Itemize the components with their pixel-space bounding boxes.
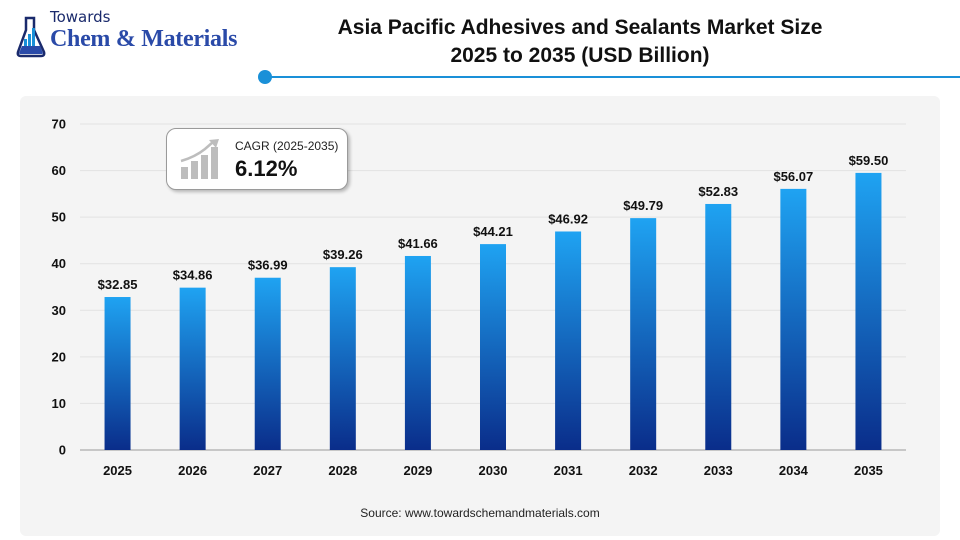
x-tick-label-2030: 2030 <box>479 463 508 478</box>
y-tick-label: 20 <box>52 349 66 364</box>
x-tick-label-2035: 2035 <box>854 463 883 478</box>
bar-2029 <box>404 255 431 450</box>
y-tick-label: 10 <box>52 396 66 411</box>
bar-2030 <box>480 244 506 450</box>
y-tick-label: 50 <box>52 210 66 225</box>
x-tick-label-2028: 2028 <box>328 463 357 478</box>
x-tick-label-2029: 2029 <box>403 463 432 478</box>
title-accent-rule <box>270 76 960 78</box>
x-tick-label-2034: 2034 <box>779 463 809 478</box>
y-tick-label: 40 <box>52 256 66 271</box>
bar-2027 <box>254 277 281 450</box>
data-label-2032: $49.79 <box>623 198 663 213</box>
bar-2025 <box>104 297 131 450</box>
x-tick-label-2031: 2031 <box>554 463 583 478</box>
data-label-2029: $41.66 <box>398 236 438 251</box>
growth-chart-icon <box>180 139 219 179</box>
y-tick-label: 30 <box>52 303 66 318</box>
y-tick-label: 70 <box>52 117 66 132</box>
data-label-2027: $36.99 <box>248 258 288 273</box>
flask-icon <box>16 16 46 58</box>
bar-2028 <box>329 267 356 450</box>
bar-layer <box>104 172 882 450</box>
data-label-2034: $56.07 <box>773 169 813 184</box>
cagr-callout: CAGR (2025-2035) 6.12% <box>166 128 348 190</box>
data-label-2033: $52.83 <box>698 184 738 199</box>
data-label-2026: $34.86 <box>173 268 213 283</box>
source-note: Source: www.towardschemandmaterials.com <box>360 506 600 520</box>
bar-2026 <box>179 287 206 450</box>
x-tick-label-2027: 2027 <box>253 463 282 478</box>
data-label-2031: $46.92 <box>548 211 588 226</box>
data-label-2030: $44.21 <box>473 224 513 239</box>
x-tick-label-2033: 2033 <box>704 463 733 478</box>
x-tick-label-2025: 2025 <box>103 463 132 478</box>
bar-2033 <box>705 203 732 450</box>
title-accent-dot <box>258 70 272 84</box>
y-tick-label: 60 <box>52 163 66 178</box>
cagr-label: CAGR (2025-2035) <box>235 139 339 153</box>
cagr-value: 6.12% <box>235 156 298 181</box>
label-layer: 010203040506070$32.852025$34.862026$36.9… <box>52 117 889 479</box>
bar-2034 <box>780 188 807 450</box>
x-tick-label-2032: 2032 <box>629 463 658 478</box>
data-label-2028: $39.26 <box>323 247 363 262</box>
logo: Towards Chem & Materials <box>14 6 254 66</box>
chart-title-line1: Asia Pacific Adhesives and Sealants Mark… <box>337 16 823 39</box>
data-label-2035: $59.50 <box>849 153 889 168</box>
bar-2035 <box>855 172 882 450</box>
logo-line2: Chem & Materials <box>50 26 238 52</box>
y-tick-label: 0 <box>59 443 66 458</box>
chart-title-line2: 2025 to 2035 (USD Billion) <box>450 44 710 67</box>
bar-2032 <box>630 218 657 450</box>
data-label-2025: $32.85 <box>98 277 138 292</box>
chart-title: Asia Pacific Adhesives and Sealants Mark… <box>300 14 860 70</box>
logo-line1: Towards <box>50 8 111 26</box>
x-tick-label-2026: 2026 <box>178 463 207 478</box>
bar-2031 <box>555 231 582 450</box>
